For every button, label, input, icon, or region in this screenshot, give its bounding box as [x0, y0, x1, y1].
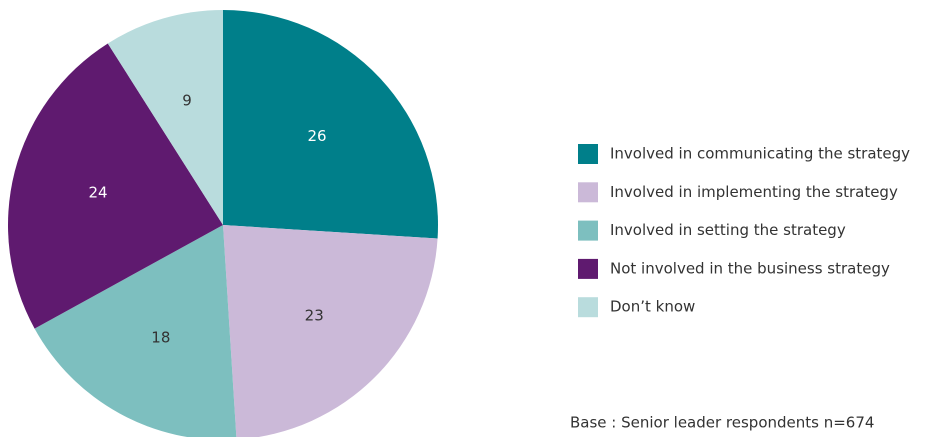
data-label: 24 — [89, 183, 108, 201]
legend-swatch — [578, 220, 598, 241]
data-label: 23 — [305, 307, 324, 325]
legend-label: Not involved in the business strategy — [610, 259, 890, 277]
data-label: 18 — [151, 329, 170, 347]
pie-slice — [34, 225, 237, 437]
legend-label: Involved in communicating the strategy — [610, 145, 910, 163]
legend-label: Involved in setting the strategy — [610, 221, 846, 239]
legend-swatch — [578, 258, 598, 279]
legend-swatch — [578, 297, 598, 318]
legend-swatch — [578, 144, 598, 164]
pie-slice — [7, 43, 224, 329]
legend-label: Don’t know — [610, 298, 695, 316]
pie-slice — [223, 10, 438, 239]
legend-label: Involved in implementing the strategy — [610, 183, 898, 201]
data-label: 26 — [307, 127, 326, 145]
pie-slice — [107, 10, 223, 225]
note: Base : Senior leader respondents n=674 — [570, 414, 874, 432]
data-label: 9 — [182, 92, 192, 110]
pie-slice — [223, 225, 438, 437]
legend-swatch — [578, 182, 598, 203]
